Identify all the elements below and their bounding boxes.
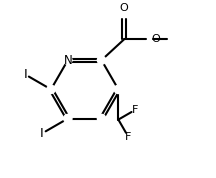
Text: F: F	[125, 132, 131, 142]
Circle shape	[114, 85, 122, 93]
Circle shape	[64, 56, 72, 64]
Circle shape	[97, 114, 106, 123]
Text: N: N	[64, 54, 72, 67]
Text: O: O	[151, 35, 160, 44]
Circle shape	[97, 56, 106, 64]
Circle shape	[47, 85, 55, 93]
Text: I: I	[23, 68, 27, 81]
Text: I: I	[40, 127, 44, 140]
Circle shape	[64, 114, 72, 123]
Text: O: O	[120, 3, 128, 13]
Text: F: F	[132, 105, 139, 115]
